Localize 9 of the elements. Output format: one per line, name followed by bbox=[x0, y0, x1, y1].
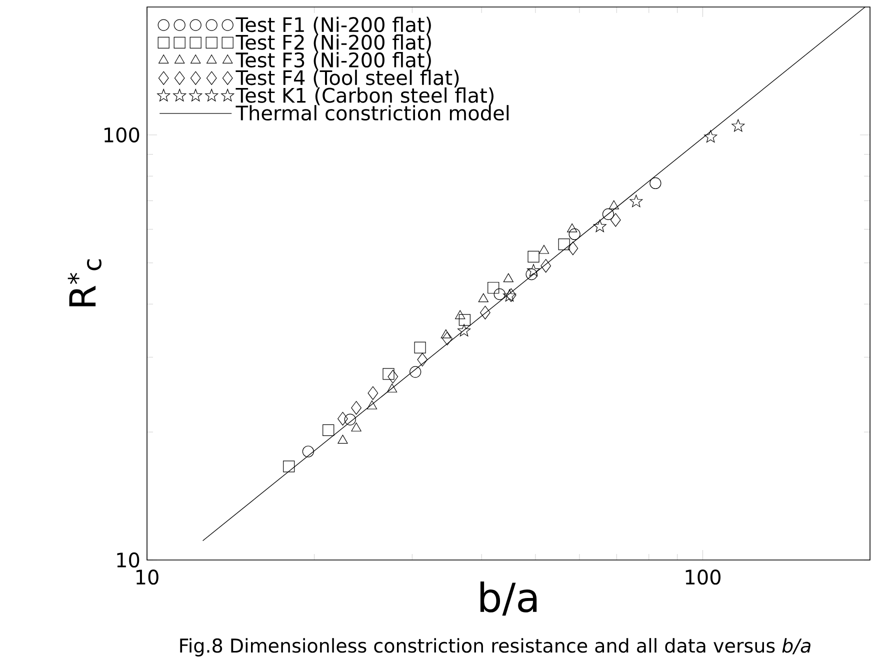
legend-label: Test F4 (Tool steel flat) bbox=[236, 70, 459, 88]
legend-label: Thermal constriction model bbox=[236, 105, 509, 121]
caption: Fig.8 Dimensionless constriction resistance and all data versus b/a bbox=[180, 638, 810, 656]
legend-label: Test F2 (Ni-200 flat) bbox=[236, 34, 431, 52]
legend-label: Test K1 (Carbon steel flat) bbox=[236, 87, 494, 106]
legend-label: Test F3 (Ni-200 flat) bbox=[236, 52, 431, 70]
legend-label: Test F1 (Ni-200 flat) bbox=[236, 16, 431, 35]
y-axis-title: R$^{*}$$_{c}$ bbox=[68, 259, 102, 306]
x-axis-title: b/a bbox=[480, 581, 537, 616]
